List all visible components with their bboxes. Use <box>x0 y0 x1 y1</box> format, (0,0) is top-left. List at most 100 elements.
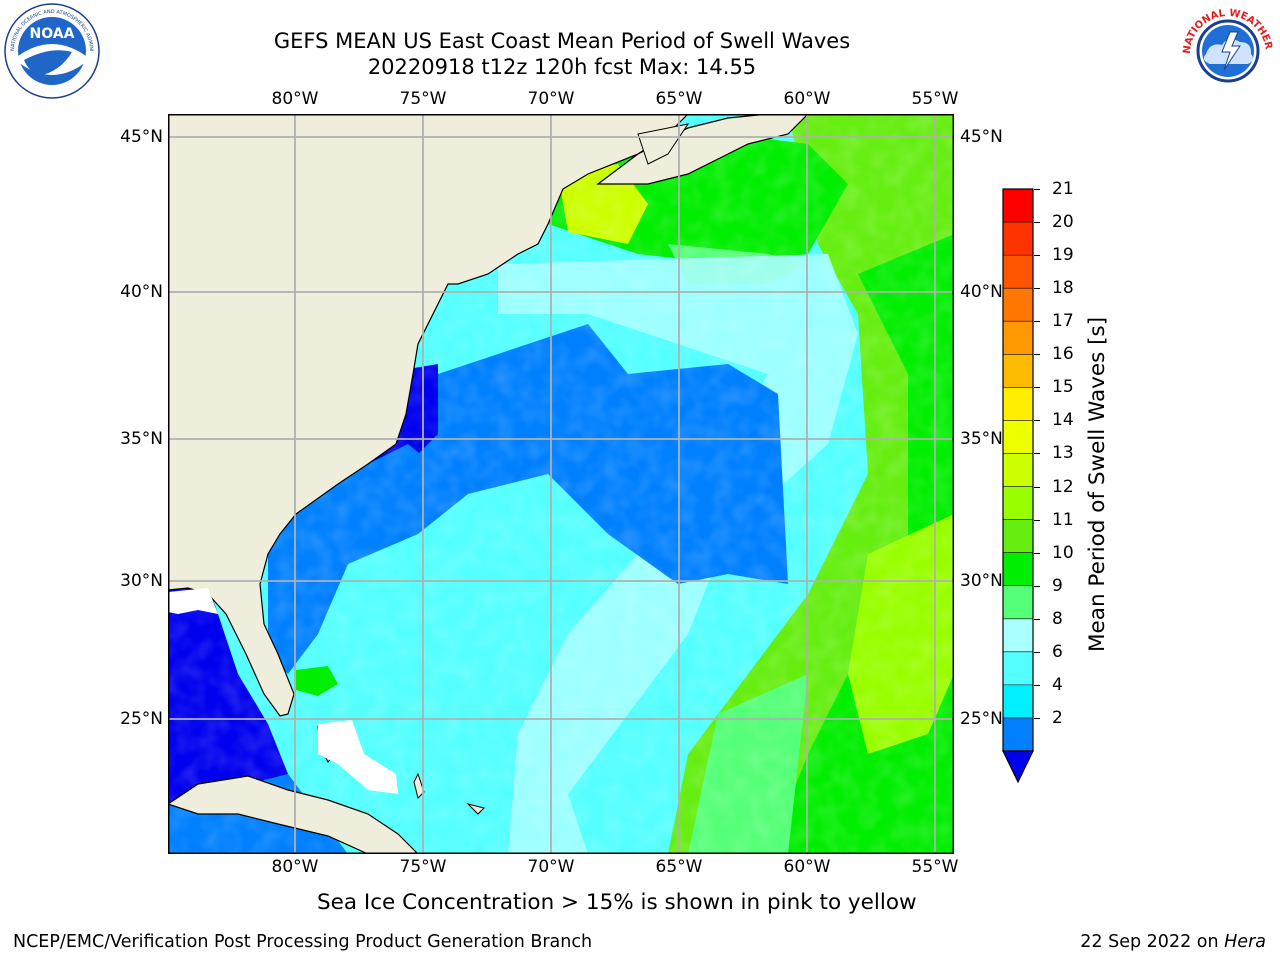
colorbar-tick-label: 19 <box>1052 245 1074 266</box>
bahamas-island-4 <box>413 772 425 799</box>
lat-label-left: 40°N <box>120 282 163 302</box>
noaa-logo-icon: NOAA NATIONAL OCEANIC AND ATMOSPHERIC AD… <box>0 0 102 100</box>
bahamas-bank-patch <box>318 720 398 794</box>
lon-label-bottom: 55°W <box>911 857 959 877</box>
colorbar-tick-mark <box>1034 585 1040 587</box>
colorbar-swatch <box>1003 519 1033 554</box>
colorbar-swatch <box>1003 387 1033 421</box>
lon-label-bottom: 80°W <box>271 857 319 877</box>
colorbar-swatch <box>1003 420 1033 454</box>
colorbar-swatch <box>1003 717 1033 752</box>
footer-machine: Hera <box>1224 932 1266 952</box>
nws-logo-icon: NATIONAL WEATHER SERVICE <box>1174 0 1278 100</box>
colorbar-tick-mark <box>1034 420 1040 422</box>
lat-label-left: 45°N <box>120 127 163 147</box>
lon-label-top: 80°W <box>271 89 319 109</box>
colorbar-tick-mark <box>1034 651 1040 653</box>
colorbar-tick-mark <box>1034 684 1040 686</box>
colorbar-swatch <box>1003 585 1033 620</box>
colorbar-tick-mark <box>1034 486 1040 488</box>
colorbar-swatch <box>1003 486 1033 521</box>
colorbar-swatch <box>1003 189 1033 223</box>
sea-ice-note: Sea Ice Concentration > 15% is shown in … <box>317 890 917 915</box>
bahamas-island-5 <box>466 803 485 815</box>
colorbar-swatch <box>1003 618 1033 653</box>
footer-date: 22 Sep 2022 on <box>1080 932 1225 952</box>
colorbar-graphic <box>1002 188 1034 784</box>
colorbar-swatch <box>1003 453 1033 488</box>
lat-label-left: 35°N <box>120 429 163 449</box>
colorbar-tick-label: 4 <box>1052 674 1063 695</box>
chart-title: GEFS MEAN US East Coast Mean Period of S… <box>273 29 851 53</box>
colorbar-tick-label: 15 <box>1052 377 1074 398</box>
colorbar-tick-label: 20 <box>1052 212 1074 233</box>
lon-label-top: 65°W <box>655 89 703 109</box>
colorbar-under-triangle <box>1002 750 1034 784</box>
lat-label-right: 35°N <box>960 429 1003 449</box>
cuba-land <box>168 775 419 854</box>
colorbar-swatch <box>1003 321 1033 355</box>
colorbar-tick-label: 21 <box>1052 179 1074 199</box>
colorbar-tick-label: 12 <box>1052 476 1074 497</box>
florida-straits-patch <box>296 666 338 696</box>
graticule <box>168 114 954 854</box>
chart-subtitle: 20220918 t12z 120h fcst Max: 14.55 <box>367 55 757 79</box>
lon-label-bottom: 60°W <box>783 857 831 877</box>
colorbar-swatch <box>1003 288 1033 322</box>
map-frame <box>168 114 954 854</box>
colorbar-tick-label: 9 <box>1052 575 1063 596</box>
colorbar-tick-label: 2 <box>1052 707 1063 728</box>
colorbar-swatch <box>1003 354 1033 388</box>
gulf-ice-free-patch <box>168 588 218 614</box>
colorbar-tick-mark <box>1034 288 1040 290</box>
lon-label-top: 75°W <box>399 89 447 109</box>
us-land <box>168 114 689 717</box>
colorbar-tick-mark <box>1034 387 1040 389</box>
map-panel <box>168 114 954 854</box>
colorbar-swatch <box>1003 684 1033 719</box>
colorbar-tick-mark <box>1034 222 1040 224</box>
noaa-logo-text: NOAA <box>30 26 75 42</box>
colorbar-frame <box>1002 188 1034 752</box>
lat-label-right: 45°N <box>960 127 1003 147</box>
colorbar-swatch <box>1003 255 1033 289</box>
lat-label-left: 30°N <box>120 571 163 591</box>
colorbar-swatch <box>1003 552 1033 587</box>
colorbar-swatch <box>1003 222 1033 256</box>
colorbar-tick-label: 18 <box>1052 278 1074 299</box>
colorbar-tick-label: 10 <box>1052 542 1074 563</box>
lat-label-right: 40°N <box>960 282 1003 302</box>
colorbar-title: Mean Period of Swell Waves [s] <box>1085 316 1110 652</box>
lon-label-bottom: 70°W <box>527 857 575 877</box>
colorbar <box>1002 188 1034 784</box>
swell-period-map <box>168 114 954 854</box>
colorbar-tick-mark <box>1034 453 1040 455</box>
colorbar-tick-mark <box>1034 321 1040 323</box>
gulf-of-st-lawrence-land <box>637 123 690 165</box>
lon-label-top: 60°W <box>783 89 831 109</box>
lon-label-top: 55°W <box>911 89 959 109</box>
lat-label-right: 30°N <box>960 571 1003 591</box>
footer-branch: NCEP/EMC/Verification Post Processing Pr… <box>13 932 593 952</box>
colorbar-swatch <box>1003 651 1033 686</box>
lon-label-top: 70°W <box>527 89 575 109</box>
colorbar-tick-mark <box>1034 519 1040 521</box>
colorbar-tick-label: 16 <box>1052 344 1074 365</box>
colorbar-tick-mark <box>1034 189 1040 190</box>
lat-label-left: 25°N <box>120 709 163 729</box>
colorbar-tick-label: 8 <box>1052 608 1063 629</box>
colorbar-tick-label: 13 <box>1052 443 1074 464</box>
colorbar-tick-label: 6 <box>1052 641 1063 662</box>
colorbar-tick-mark <box>1034 552 1040 554</box>
lat-label-right: 25°N <box>960 709 1003 729</box>
footer-timestamp: 22 Sep 2022 on Hera <box>1080 932 1266 952</box>
colorbar-tick-label: 11 <box>1052 509 1074 530</box>
colorbar-tick-mark <box>1034 354 1040 356</box>
lon-label-bottom: 75°W <box>399 857 447 877</box>
colorbar-tick-label: 17 <box>1052 311 1074 332</box>
colorbar-tick-mark <box>1034 255 1040 257</box>
lon-label-bottom: 65°W <box>655 857 703 877</box>
colorbar-tick-mark <box>1034 618 1040 620</box>
colorbar-tick-mark <box>1034 717 1040 719</box>
colorbar-tick-label: 14 <box>1052 410 1074 431</box>
